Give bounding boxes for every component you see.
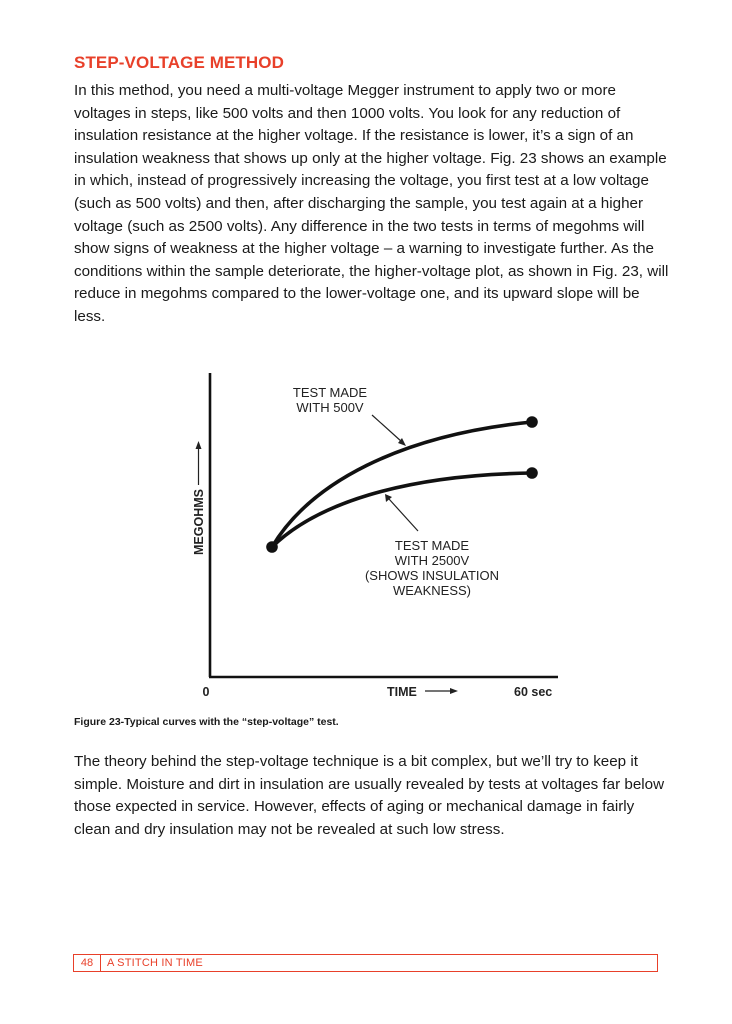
- end-point-2500v-marker: [526, 467, 538, 479]
- annotation-2500v-line1: TEST MADE: [395, 538, 469, 553]
- book-title: A STITCH IN TIME: [107, 957, 203, 969]
- annotation-500v-line1: TEST MADE: [293, 385, 367, 400]
- annotation-2500v-line4: WEAKNESS): [393, 583, 471, 598]
- figure-23: MEGOHMS 0 TIME 60 sec TEST MADE WITH 500…: [160, 365, 580, 710]
- annotation-2500v-arrow-icon: [385, 494, 419, 532]
- step-voltage-graph: MEGOHMS 0 TIME 60 sec TEST MADE WITH 500…: [192, 373, 558, 699]
- annotation-500v-arrow-icon: [371, 414, 406, 446]
- page-footer: 48 A STITCH IN TIME: [73, 954, 658, 972]
- figure-caption: Figure 23-Typical curves with the “step-…: [74, 716, 339, 728]
- annotation-500v-line2: WITH 500V: [296, 400, 364, 415]
- y-axis-label: MEGOHMS: [192, 489, 206, 555]
- curve-500v: [270, 420, 534, 549]
- y-axis-arrow-icon: [195, 441, 202, 485]
- curve-2500v: [270, 471, 534, 549]
- annotation-2500v-line3: (SHOWS INSULATION: [365, 568, 499, 583]
- x-axis-arrow-icon: [425, 688, 458, 694]
- intro-paragraph: In this method, you need a multi-voltage…: [74, 82, 669, 325]
- x-axis-label: TIME: [387, 685, 417, 699]
- x-axis-end-label: 60 sec: [514, 685, 552, 699]
- x-axis-start-label: 0: [203, 685, 210, 699]
- page-number: 48: [74, 955, 101, 971]
- section-heading: STEP-VOLTAGE METHOD: [74, 53, 284, 72]
- theory-paragraph: The theory behind the step-voltage techn…: [74, 753, 665, 838]
- start-point-marker: [266, 541, 278, 553]
- end-point-500v-marker: [526, 416, 538, 428]
- annotation-2500v-line2: WITH 2500V: [395, 553, 470, 568]
